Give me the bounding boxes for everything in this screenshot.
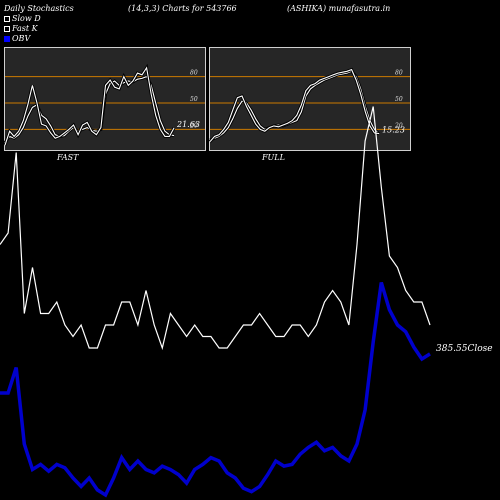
legend-fast-k: Fast K [4, 24, 38, 33]
legend-label-fast-k: Fast K [12, 24, 38, 33]
fast-last-value-label: 21.63 [176, 120, 200, 129]
full-fast-k-line-outline [208, 67, 380, 143]
legend-swatch-obv [4, 35, 10, 42]
fast-level-20-label: 20 [189, 122, 198, 129]
legend-obv: OBV [4, 34, 30, 43]
legend-label-obv: OBV [12, 34, 31, 43]
fast-fast-k-line [4, 66, 175, 146]
legend-swatch-fast-k [4, 25, 10, 32]
full-slow-d-line [209, 70, 380, 141]
obv-line [0, 282, 431, 498]
fast-level-80-label: 80 [190, 70, 198, 77]
fast-level-50-label: 50 [190, 96, 198, 103]
legend-label-slow-d: Slow D [12, 14, 41, 23]
full-level-50-label: 50 [395, 96, 403, 103]
full-panel-label: FULL [262, 153, 285, 162]
full-level-20-label: 20 [394, 122, 403, 129]
fast-panel-label: FAST [57, 153, 79, 162]
chart-params: (14,3,3) Charts for 543766 [128, 4, 237, 13]
close-price-line [0, 106, 431, 351]
legend-slow-d: Slow D [4, 14, 41, 23]
close-last-value-label: 385.55Close [436, 344, 493, 354]
full-fast-k-line [209, 68, 380, 143]
full-last-value-label: 15.23 [382, 126, 405, 135]
chart-title: Daily Stochastics [4, 4, 74, 13]
full-level-80-label: 80 [395, 70, 403, 77]
chart-symbol: (ASHIKA) munafasutra.in [287, 4, 391, 13]
legend-swatch-slow-d [4, 15, 10, 22]
